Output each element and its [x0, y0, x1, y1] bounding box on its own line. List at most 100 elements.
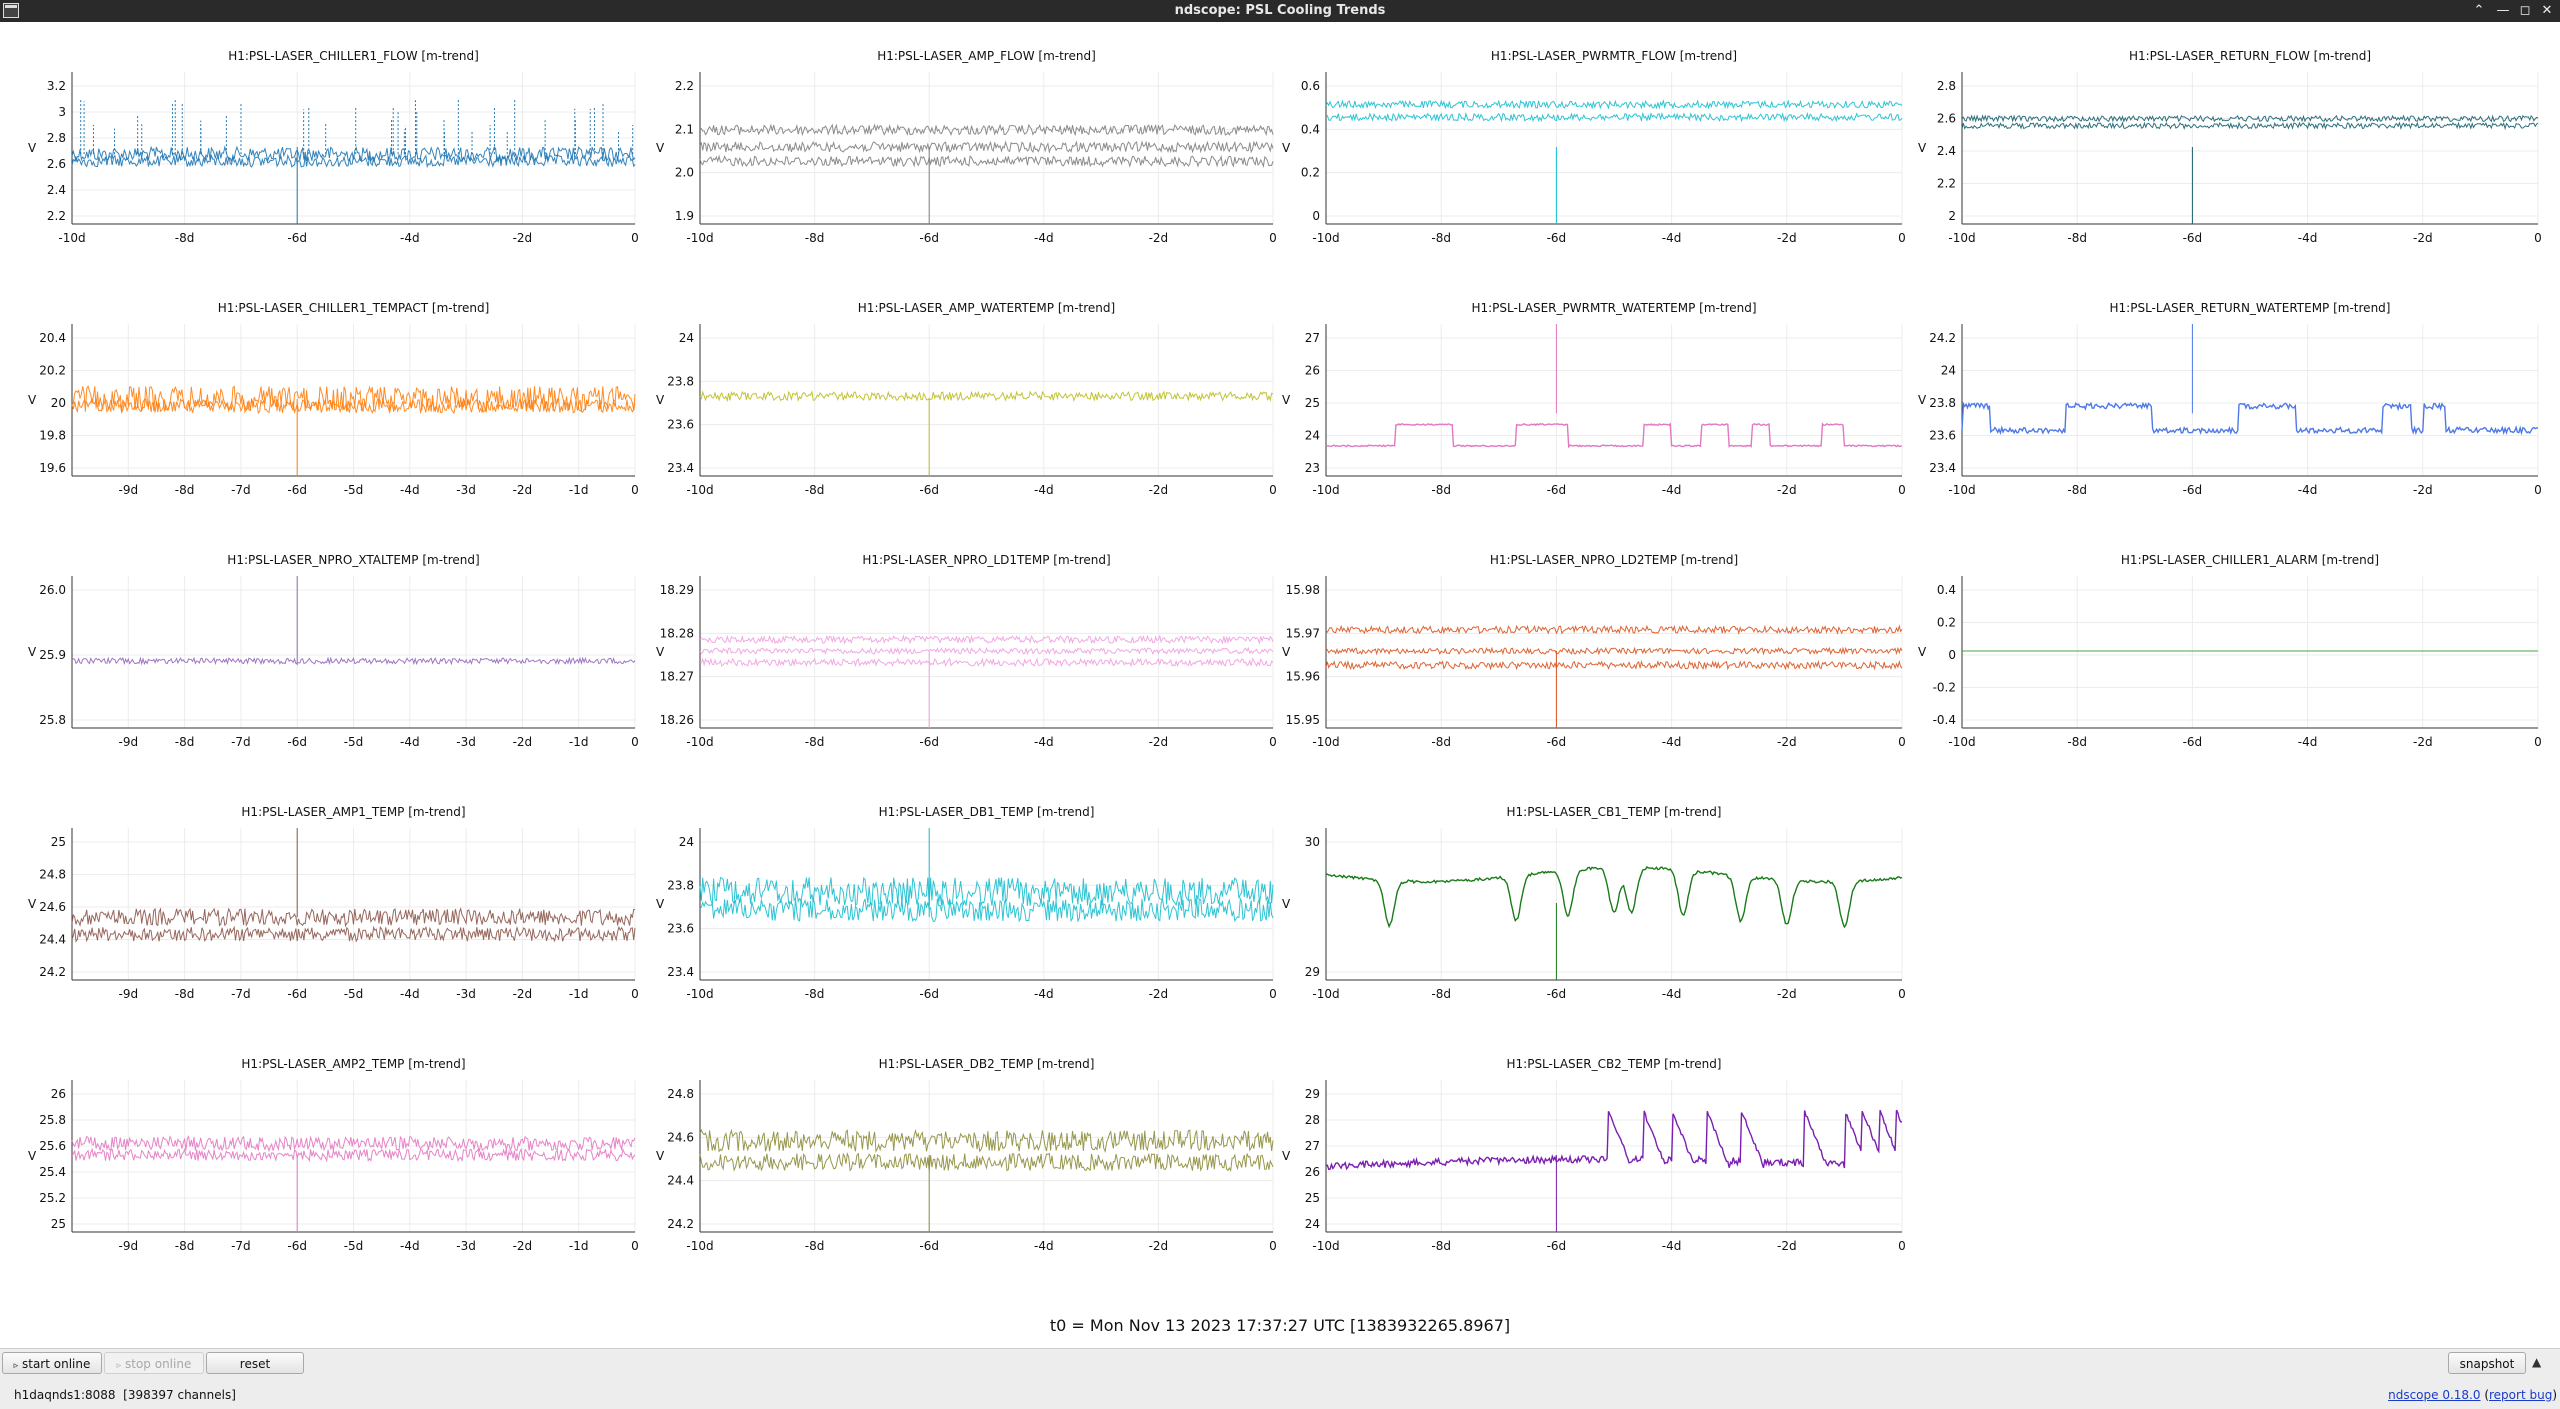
- stop-online-label: stop online: [125, 1357, 192, 1371]
- y-tick-label: 2.8: [1937, 79, 1956, 93]
- plot-area[interactable]: [1326, 324, 1902, 476]
- app-icon[interactable]: [3, 3, 19, 18]
- x-tick-label: -3d: [456, 483, 476, 497]
- minimize-icon[interactable]: —: [2496, 3, 2510, 18]
- plot-area[interactable]: [700, 72, 1273, 224]
- y-tick-label: 2.4: [47, 183, 66, 197]
- plot-npro-ld2temp[interactable]: H1:PSL-LASER_NPRO_LD2TEMP [m-trend] V 15.9…: [1282, 553, 1906, 749]
- plot-pwrmtr-watertemp[interactable]: H1:PSL-LASER_PWRMTR_WATERTEMP [m-trend] V…: [1282, 301, 1906, 497]
- y-tick-label: 23.6: [667, 418, 694, 432]
- x-tick-label: -4d: [400, 735, 420, 749]
- series-line: [71, 145, 636, 163]
- reset-button[interactable]: reset: [206, 1352, 304, 1374]
- x-tick-label: 0: [631, 231, 639, 245]
- x-tick-label: -7d: [231, 735, 251, 749]
- plot-chiller1-tempact[interactable]: H1:PSL-LASER_CHILLER1_TEMPACT [m-trend] V…: [28, 301, 639, 497]
- t0-label: t0 = Mon Nov 13 2023 17:37:27 UTC [13839…: [1049, 1316, 1511, 1335]
- x-tick-label: -6d: [2183, 231, 2203, 245]
- x-tick-label: -8d: [1431, 231, 1451, 245]
- y-axis-label: V: [656, 393, 665, 407]
- plot-cb2-temp[interactable]: H1:PSL-LASER_CB2_TEMP [m-trend] V 24 25 26 27…: [1282, 1057, 1906, 1253]
- plot-grid[interactable]: H1:PSL-LASER_CHILLER1_FLOW [m-trend] V 2.2…: [0, 22, 2560, 1312]
- plot-area[interactable]: [1326, 1080, 1902, 1232]
- x-tick-label: -8d: [805, 1239, 825, 1253]
- x-tick-label: -2d: [1149, 987, 1169, 1001]
- x-tick-label: -6d: [1547, 1239, 1567, 1253]
- y-tick-label: 2.4: [1937, 144, 1956, 158]
- stop-online-button[interactable]: ▹ stop online: [104, 1352, 204, 1374]
- plot-area[interactable]: [1962, 324, 2538, 476]
- plot-title: H1:PSL-LASER_CB1_TEMP [m-trend]: [1507, 805, 1722, 819]
- series-line: [699, 390, 1274, 403]
- x-tick-label: -4d: [2298, 735, 2318, 749]
- x-tick-label: -5d: [344, 483, 364, 497]
- x-tick-label: -10d: [686, 1239, 713, 1253]
- plot-area[interactable]: [1962, 72, 2538, 224]
- x-tick-label: -8d: [1431, 735, 1451, 749]
- plot-npro-ld1temp[interactable]: H1:PSL-LASER_NPRO_LD1TEMP [m-trend] V 18.2…: [656, 553, 1277, 749]
- plot-amp-flow[interactable]: H1:PSL-LASER_AMP_FLOW [m-trend] V 1.9 2.0 2.…: [656, 49, 1277, 245]
- x-tick-label: -4d: [1034, 1239, 1054, 1253]
- y-tick-label: 20.4: [39, 331, 66, 345]
- y-tick-label: 0.4: [1937, 583, 1956, 597]
- plot-pwrmtr-flow[interactable]: H1:PSL-LASER_PWRMTR_FLOW [m-trend] V 0 0.2 0…: [1282, 49, 1906, 245]
- x-tick-label: -5d: [344, 1239, 364, 1253]
- x-tick-label: -4d: [1662, 987, 1682, 1001]
- x-tick-label: -2d: [1777, 483, 1797, 497]
- y-tick-label: 25.9: [39, 648, 66, 662]
- x-tick-label: -8d: [2067, 735, 2087, 749]
- plot-area[interactable]: [1326, 828, 1902, 980]
- plot-area[interactable]: [700, 576, 1273, 728]
- x-tick-label: 0: [1269, 1239, 1277, 1253]
- x-tick-label: -2d: [1777, 1239, 1797, 1253]
- y-axis-label: V: [28, 1149, 37, 1163]
- plot-area[interactable]: [1962, 576, 2538, 728]
- plot-chiller1-alarm[interactable]: H1:PSL-LASER_CHILLER1_ALARM [m-trend] V -0…: [1918, 553, 2542, 749]
- chevron-right-icon: ▹: [116, 1361, 122, 1371]
- expand-icon[interactable]: ▲: [2532, 1355, 2542, 1369]
- maximize-icon[interactable]: ◻: [2519, 3, 2531, 18]
- start-online-button[interactable]: ▹ start online: [2, 1352, 102, 1374]
- x-tick-label: -4d: [400, 231, 420, 245]
- plot-cb1-temp[interactable]: H1:PSL-LASER_CB1_TEMP [m-trend] V 29 30 -10d…: [1282, 805, 1906, 1001]
- y-tick-label: 27: [1305, 1139, 1320, 1153]
- y-tick-label: 25.8: [39, 713, 66, 727]
- y-tick-label: 18.28: [660, 626, 694, 640]
- x-tick-label: -8d: [2067, 483, 2087, 497]
- x-tick-label: -4d: [1034, 483, 1054, 497]
- plot-amp2-temp[interactable]: H1:PSL-LASER_AMP2_TEMP [m-trend] V 25 25.2 2…: [28, 1057, 639, 1253]
- y-tick-label: 25: [1305, 1191, 1320, 1205]
- plot-return-flow[interactable]: H1:PSL-LASER_RETURN_FLOW [m-trend] V 2 2.2 2…: [1918, 49, 2542, 245]
- plot-return-watertemp[interactable]: H1:PSL-LASER_RETURN_WATERTEMP [m-trend] V…: [1918, 301, 2542, 497]
- x-tick-label: -4d: [1662, 231, 1682, 245]
- series-line: [1325, 111, 1903, 123]
- plot-amp1-temp[interactable]: H1:PSL-LASER_AMP1_TEMP [m-trend] V 24.2 24.…: [28, 805, 639, 1001]
- plot-title: H1:PSL-LASER_NPRO_XTALTEMP [m-trend]: [227, 553, 479, 567]
- x-tick-label: -2d: [2413, 231, 2433, 245]
- y-tick-label: 23.4: [667, 965, 694, 979]
- y-tick-label: 26: [1305, 1165, 1320, 1179]
- plot-chiller1-flow[interactable]: H1:PSL-LASER_CHILLER1_FLOW [m-trend] V 2.2…: [28, 49, 639, 245]
- plot-area[interactable]: [700, 1080, 1273, 1232]
- plot-db1-temp[interactable]: H1:PSL-LASER_DB1_TEMP [m-trend] V 23.4 23.6…: [656, 805, 1277, 1001]
- y-tick-label: 27: [1305, 331, 1320, 345]
- x-tick-label: -2d: [1777, 987, 1797, 1001]
- plot-db2-temp[interactable]: H1:PSL-LASER_DB2_TEMP [m-trend] V 24.2 24.4…: [656, 1057, 1277, 1253]
- report-bug-link[interactable]: report bug: [2489, 1388, 2553, 1402]
- y-tick-label: 2.2: [1937, 177, 1956, 191]
- plot-amp-watertemp[interactable]: H1:PSL-LASER_AMP_WATERTEMP [m-trend]V23.…: [656, 301, 1277, 497]
- plot-title: H1:PSL-LASER_NPRO_LD2TEMP [m-trend]: [1490, 553, 1738, 567]
- keep-above-icon[interactable]: ⌃: [2473, 3, 2485, 18]
- plot-area[interactable]: [72, 72, 635, 224]
- series-line: [699, 646, 1274, 656]
- plot-area[interactable]: [700, 324, 1273, 476]
- snapshot-button[interactable]: snapshot: [2448, 1352, 2526, 1374]
- plot-npro-xtaltemp[interactable]: H1:PSL-LASER_NPRO_XTALTEMP [m-trend]V25.…: [28, 553, 639, 749]
- series-line: [699, 123, 1274, 137]
- version-link[interactable]: ndscope 0.18.0: [2388, 1388, 2481, 1402]
- close-icon[interactable]: ✕: [2541, 3, 2553, 18]
- x-tick-label: -8d: [175, 483, 195, 497]
- y-tick-label: 2.1: [675, 122, 694, 136]
- y-axis-label: V: [28, 645, 37, 659]
- plot-area[interactable]: [1326, 72, 1902, 224]
